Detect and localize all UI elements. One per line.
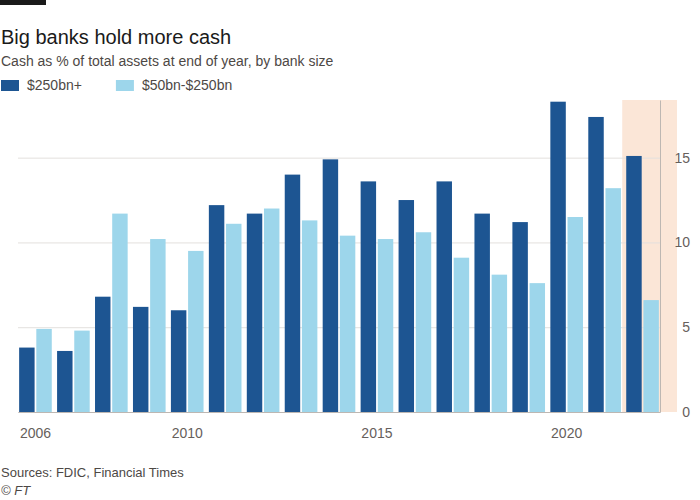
x-tick: 2006 (20, 425, 51, 441)
legend-swatch (116, 80, 134, 91)
x-axis: 2006 2010 2015 2020 (19, 413, 661, 441)
bar (171, 310, 186, 412)
legend: $250bn+ $50bn-$250bn (1, 77, 232, 93)
bar (36, 329, 51, 412)
grid-line (18, 412, 660, 413)
bars (19, 102, 659, 412)
x-axis-line (19, 412, 661, 413)
bar (550, 102, 565, 412)
x-tick-label: 2015 (361, 425, 392, 441)
credit: © FT (1, 483, 31, 498)
x-tick: 2010 (172, 425, 203, 441)
bar (378, 239, 393, 412)
bar (285, 175, 300, 412)
bar (19, 348, 34, 412)
y-tick-label: 10 (674, 234, 690, 250)
bar (340, 236, 355, 412)
legend-swatch (1, 80, 19, 91)
bar (437, 181, 452, 412)
bar (361, 181, 376, 412)
highlight-band (622, 100, 677, 412)
bar (150, 239, 165, 412)
x-tick-label: 2006 (20, 425, 51, 441)
bar (626, 156, 641, 412)
y-tick-label: 15 (674, 150, 690, 166)
bar (588, 117, 603, 412)
x-tick: 2015 (361, 425, 392, 441)
bar (209, 205, 224, 412)
legend-label: $250bn+ (27, 77, 82, 93)
bar (399, 200, 414, 412)
y-tick-label: 0 (682, 404, 690, 420)
bar (112, 214, 127, 412)
bar (247, 214, 262, 412)
bar (323, 159, 338, 412)
bar (95, 297, 110, 412)
y-tick-label: 5 (682, 319, 690, 335)
bar (474, 214, 489, 412)
chart-svg: Big banks hold more cash Cash as % of tot… (0, 0, 700, 500)
bar (530, 283, 545, 412)
bar (416, 232, 431, 412)
bar (492, 275, 507, 412)
series-group (36, 188, 659, 412)
bar (454, 258, 469, 412)
bar (302, 220, 317, 412)
bar (133, 307, 148, 412)
bar (512, 222, 527, 412)
bar (74, 331, 89, 412)
bar (568, 217, 583, 412)
legend-label: $50bn-$250bn (142, 77, 232, 93)
x-tick-label: 2010 (172, 425, 203, 441)
header-bar (0, 0, 46, 5)
bar (643, 300, 658, 412)
x-tick: 2020 (551, 425, 582, 441)
bar (57, 351, 72, 412)
x-tick-label: 2020 (551, 425, 582, 441)
bar (605, 188, 620, 412)
bar (264, 209, 279, 412)
y-axis-line (660, 101, 661, 413)
title: Big banks hold more cash (1, 26, 231, 48)
subtitle: Cash as % of total assets at end of year… (1, 53, 334, 69)
bar (188, 251, 203, 412)
y-axis: 0 5 10 15 (18, 101, 690, 420)
series-group (19, 102, 642, 412)
bar (226, 224, 241, 412)
chart-root: Big banks hold more cash Cash as % of tot… (0, 0, 700, 500)
source: Sources: FDIC, Financial Times (1, 465, 184, 480)
